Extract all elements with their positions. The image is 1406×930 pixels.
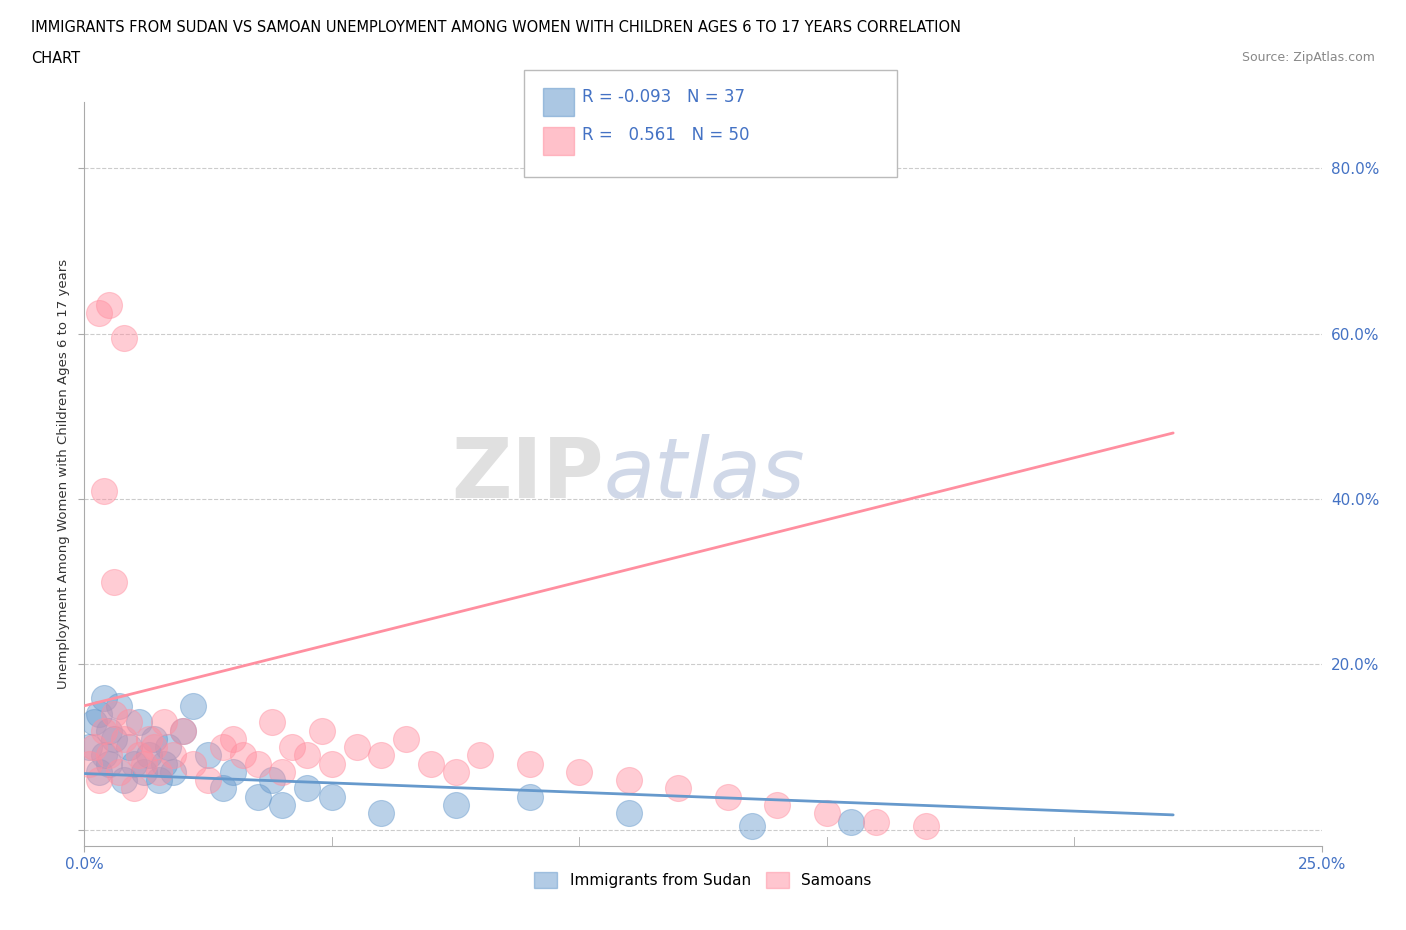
Point <box>93 748 115 763</box>
Point <box>118 715 141 730</box>
Point <box>321 756 343 771</box>
Point <box>157 739 180 754</box>
Point <box>118 739 141 754</box>
Y-axis label: Unemployment Among Women with Children Ages 6 to 17 years: Unemployment Among Women with Children A… <box>58 259 70 689</box>
Point <box>617 805 640 820</box>
Point <box>89 764 111 779</box>
Point <box>132 756 155 771</box>
Point <box>370 805 392 820</box>
Point <box>79 756 101 771</box>
Point <box>122 781 145 796</box>
Text: CHART: CHART <box>31 51 80 66</box>
Point <box>152 715 174 730</box>
Point <box>444 798 467 813</box>
Text: R =   0.561   N = 50: R = 0.561 N = 50 <box>582 126 749 143</box>
Point <box>444 764 467 779</box>
Point <box>519 790 541 804</box>
Legend: Immigrants from Sudan, Samoans: Immigrants from Sudan, Samoans <box>529 866 877 895</box>
Text: IMMIGRANTS FROM SUDAN VS SAMOAN UNEMPLOYMENT AMONG WOMEN WITH CHILDREN AGES 6 TO: IMMIGRANTS FROM SUDAN VS SAMOAN UNEMPLOY… <box>31 20 960 35</box>
Point <box>98 724 121 738</box>
Point <box>98 756 121 771</box>
Point <box>112 773 135 788</box>
Point <box>914 818 936 833</box>
Point <box>617 773 640 788</box>
Point <box>108 764 131 779</box>
Point <box>262 715 284 730</box>
Point <box>152 756 174 771</box>
Point <box>89 306 111 321</box>
Point <box>181 698 204 713</box>
Point <box>666 781 689 796</box>
Point <box>103 707 125 722</box>
Point <box>142 731 165 746</box>
Point <box>419 756 441 771</box>
Point <box>112 330 135 345</box>
Point <box>93 724 115 738</box>
Point <box>212 781 235 796</box>
Point <box>222 731 245 746</box>
Point <box>103 575 125 590</box>
Point <box>197 748 219 763</box>
Point <box>346 739 368 754</box>
Point <box>321 790 343 804</box>
Point <box>246 790 269 804</box>
Point <box>841 814 863 829</box>
Point <box>98 298 121 312</box>
Point <box>162 764 184 779</box>
Point <box>142 739 165 754</box>
Point <box>79 739 101 754</box>
Point <box>741 818 763 833</box>
Text: R = -0.093   N = 37: R = -0.093 N = 37 <box>582 88 745 106</box>
Point <box>93 690 115 705</box>
Point <box>89 707 111 722</box>
Point <box>271 764 294 779</box>
Point <box>83 715 105 730</box>
Point <box>865 814 887 829</box>
Point <box>83 739 105 754</box>
Point <box>122 756 145 771</box>
Point <box>717 790 740 804</box>
Point <box>281 739 304 754</box>
Point <box>295 781 318 796</box>
Text: Source: ZipAtlas.com: Source: ZipAtlas.com <box>1241 51 1375 64</box>
Point <box>295 748 318 763</box>
Point <box>138 748 160 763</box>
Point <box>162 748 184 763</box>
Point <box>222 764 245 779</box>
Point <box>370 748 392 763</box>
Point <box>815 805 838 820</box>
Point <box>148 773 170 788</box>
Point <box>128 748 150 763</box>
Point <box>568 764 591 779</box>
Point <box>103 731 125 746</box>
Point <box>108 698 131 713</box>
Point <box>172 724 194 738</box>
Point <box>89 773 111 788</box>
Point <box>132 764 155 779</box>
Text: atlas: atlas <box>605 433 806 515</box>
Point <box>232 748 254 763</box>
Point <box>470 748 492 763</box>
Point <box>519 756 541 771</box>
Point <box>93 484 115 498</box>
Point <box>112 731 135 746</box>
Point <box>212 739 235 754</box>
Point <box>246 756 269 771</box>
Point <box>262 773 284 788</box>
Point <box>172 724 194 738</box>
Point <box>98 748 121 763</box>
Point <box>181 756 204 771</box>
Point <box>271 798 294 813</box>
Point <box>148 764 170 779</box>
Point <box>197 773 219 788</box>
Text: ZIP: ZIP <box>451 433 605 515</box>
Point <box>766 798 789 813</box>
Point <box>138 731 160 746</box>
Point <box>128 715 150 730</box>
Point <box>395 731 418 746</box>
Point <box>311 724 333 738</box>
